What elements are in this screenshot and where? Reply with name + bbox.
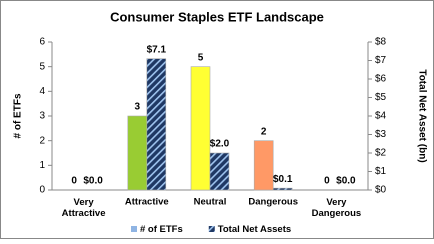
legend-label: # of ETFs bbox=[140, 224, 183, 235]
data-label: 0 bbox=[71, 176, 77, 187]
chart-frame bbox=[0, 0, 434, 239]
data-label: $0.1 bbox=[273, 174, 293, 185]
y-axis-label: # of ETFs bbox=[13, 93, 24, 138]
y2-axis-label: Total Net Asset (bn) bbox=[416, 69, 427, 162]
y-tick-label: 4 bbox=[39, 86, 45, 97]
y2-tick-label: $6 bbox=[375, 74, 387, 85]
bar bbox=[146, 58, 167, 191]
chart: Consumer Staples ETF Landscape # of ETFs… bbox=[0, 0, 434, 239]
legend-swatch bbox=[208, 226, 215, 232]
data-label: 5 bbox=[198, 52, 204, 63]
bar bbox=[127, 115, 148, 191]
data-label: 0 bbox=[324, 176, 330, 187]
x-tick-label: Dangerous bbox=[248, 197, 298, 208]
x-tick-label: Neutral bbox=[194, 197, 227, 208]
bar bbox=[272, 187, 293, 191]
chart-title: Consumer Staples ETF Landscape bbox=[110, 9, 324, 24]
data-label: $7.1 bbox=[147, 44, 167, 55]
y-tick-label: 3 bbox=[39, 111, 45, 122]
y2-tick-label: $1 bbox=[375, 166, 387, 177]
y-tick-label: 1 bbox=[39, 160, 45, 171]
bar bbox=[209, 152, 230, 191]
legend-swatch bbox=[131, 226, 137, 232]
y-tick-label: 2 bbox=[39, 135, 45, 146]
y2-tick-label: $4 bbox=[375, 111, 387, 122]
y-tick-label: 0 bbox=[39, 185, 45, 196]
bar bbox=[253, 140, 274, 191]
y2-tick-label: $2 bbox=[375, 148, 387, 159]
y2-tick-label: $0 bbox=[375, 185, 387, 196]
x-tick-label: Very Dangerous bbox=[312, 197, 362, 219]
data-label: $0.0 bbox=[83, 176, 103, 187]
x-tick-label: Attractive bbox=[125, 197, 169, 208]
y-tick-label: 5 bbox=[39, 61, 45, 72]
y2-tick-label: $8 bbox=[375, 37, 387, 48]
bar bbox=[190, 66, 211, 191]
data-label: 2 bbox=[261, 126, 267, 137]
data-label: $2.0 bbox=[210, 139, 230, 150]
y2-tick-label: $5 bbox=[375, 92, 387, 103]
data-label: 3 bbox=[135, 102, 141, 113]
y-tick-label: 6 bbox=[39, 37, 45, 48]
legend-label: Total Net Assets bbox=[218, 224, 291, 235]
data-label: $0.0 bbox=[336, 176, 356, 187]
y2-tick-label: $7 bbox=[375, 55, 387, 66]
y2-tick-label: $3 bbox=[375, 129, 387, 140]
x-tick-label: Very Attractive bbox=[62, 197, 106, 219]
